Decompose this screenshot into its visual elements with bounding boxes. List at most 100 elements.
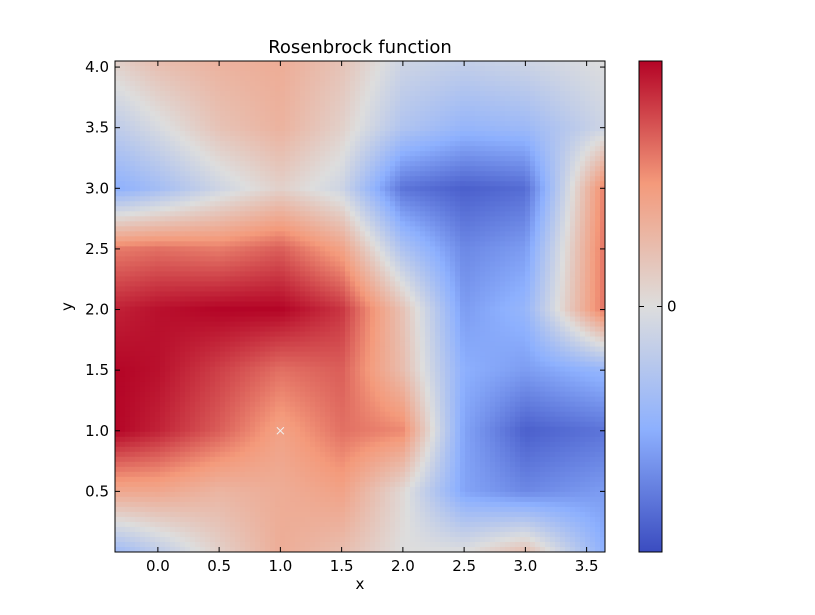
heatmap-cell — [425, 301, 431, 308]
heatmap-cell — [480, 311, 486, 318]
heatmap-cell — [590, 196, 596, 202]
heatmap-cell — [140, 61, 146, 67]
heatmap-cell — [295, 106, 301, 112]
heatmap-cell — [535, 91, 541, 97]
heatmap-cell — [515, 71, 521, 77]
heatmap-cell — [585, 171, 591, 177]
heatmap-cell — [130, 146, 136, 152]
heatmap-cell — [375, 81, 381, 87]
heatmap-cell — [490, 156, 496, 162]
heatmap-cell — [315, 311, 321, 318]
heatmap-cell — [305, 116, 311, 122]
heatmap-cell — [585, 236, 591, 242]
heatmap-cell — [210, 66, 216, 72]
heatmap-cell — [440, 121, 446, 127]
heatmap-cell — [190, 211, 196, 217]
heatmap-cell — [540, 206, 546, 212]
heatmap-cell — [245, 196, 251, 202]
heatmap-cell — [375, 111, 381, 117]
heatmap-cell — [170, 96, 176, 102]
heatmap-cell — [275, 191, 281, 197]
heatmap-cell — [155, 66, 161, 72]
heatmap-cell — [470, 266, 476, 273]
heatmap-cell — [235, 171, 241, 177]
heatmap-cell — [470, 286, 476, 293]
heatmap-cell — [245, 176, 251, 182]
heatmap-cell — [550, 156, 556, 162]
heatmap-cell — [575, 121, 581, 127]
heatmap-cell — [335, 151, 341, 157]
heatmap-cell — [145, 121, 151, 127]
heatmap-cell — [545, 226, 551, 232]
heatmap-cell — [130, 71, 136, 77]
heatmap-cell — [150, 216, 156, 222]
heatmap-cell — [200, 186, 206, 192]
heatmap-cell — [160, 136, 166, 142]
heatmap-cell — [280, 281, 286, 288]
heatmap-cell — [600, 131, 605, 137]
heatmap-cell — [160, 71, 166, 77]
heatmap-cell — [595, 96, 601, 102]
heatmap-cell — [550, 276, 556, 283]
heatmap-cell — [300, 131, 306, 137]
heatmap-cell — [535, 206, 541, 212]
heatmap-cell — [430, 241, 436, 247]
heatmap-cell — [280, 126, 286, 132]
heatmap-cell — [460, 291, 466, 298]
heatmap-cell — [510, 66, 516, 72]
heatmap-cell — [305, 261, 311, 268]
heatmap-cell — [540, 116, 546, 122]
heatmap-cell — [550, 96, 556, 102]
heatmap-cell — [440, 66, 446, 72]
heatmap-cell — [425, 226, 431, 232]
heatmap-cell — [550, 151, 556, 157]
heatmap-cell — [390, 171, 396, 177]
heatmap-cell — [270, 276, 276, 283]
heatmap-cell — [130, 136, 136, 142]
heatmap-cell — [220, 141, 226, 147]
heatmap-cell — [545, 61, 551, 67]
heatmap-cell — [150, 241, 156, 247]
heatmap-cell — [595, 301, 601, 308]
heatmap-cell — [120, 171, 126, 177]
heatmap-cell — [480, 211, 486, 217]
heatmap-cell — [395, 201, 401, 207]
heatmap-cell — [175, 111, 181, 117]
heatmap-cell — [205, 171, 211, 177]
heatmap-cell — [415, 291, 421, 298]
heatmap-cell — [555, 196, 561, 202]
heatmap-cell — [205, 126, 211, 132]
heatmap-cell — [390, 296, 396, 303]
heatmap-cell — [375, 261, 381, 268]
heatmap-cell — [180, 246, 186, 252]
heatmap-cell — [235, 261, 241, 268]
heatmap-cell — [270, 161, 276, 167]
heatmap-cell — [420, 181, 426, 187]
heatmap-cell — [180, 251, 186, 257]
heatmap-cell — [290, 131, 296, 137]
heatmap-cell — [390, 191, 396, 197]
heatmap-cell — [190, 286, 196, 293]
heatmap-cell — [405, 181, 411, 187]
heatmap-cell — [565, 251, 571, 257]
heatmap-cell — [265, 241, 271, 247]
heatmap-cell — [245, 231, 251, 237]
heatmap-cell — [260, 66, 266, 72]
heatmap-cell — [325, 296, 331, 303]
heatmap-cell — [525, 276, 531, 283]
heatmap-cell — [510, 201, 516, 207]
heatmap-cell — [550, 236, 556, 242]
heatmap-cell — [265, 216, 271, 222]
heatmap-cell — [285, 171, 291, 177]
heatmap-cell — [215, 126, 221, 132]
heatmap-cell — [365, 191, 371, 197]
heatmap-cell — [505, 141, 511, 147]
heatmap-cell — [130, 66, 136, 72]
heatmap-cell — [385, 281, 391, 288]
heatmap-cell — [300, 166, 306, 172]
heatmap-cell — [290, 266, 296, 273]
heatmap-cell — [155, 246, 161, 252]
heatmap-cell — [175, 116, 181, 122]
heatmap-cell — [495, 76, 501, 82]
heatmap-cell — [515, 266, 521, 273]
